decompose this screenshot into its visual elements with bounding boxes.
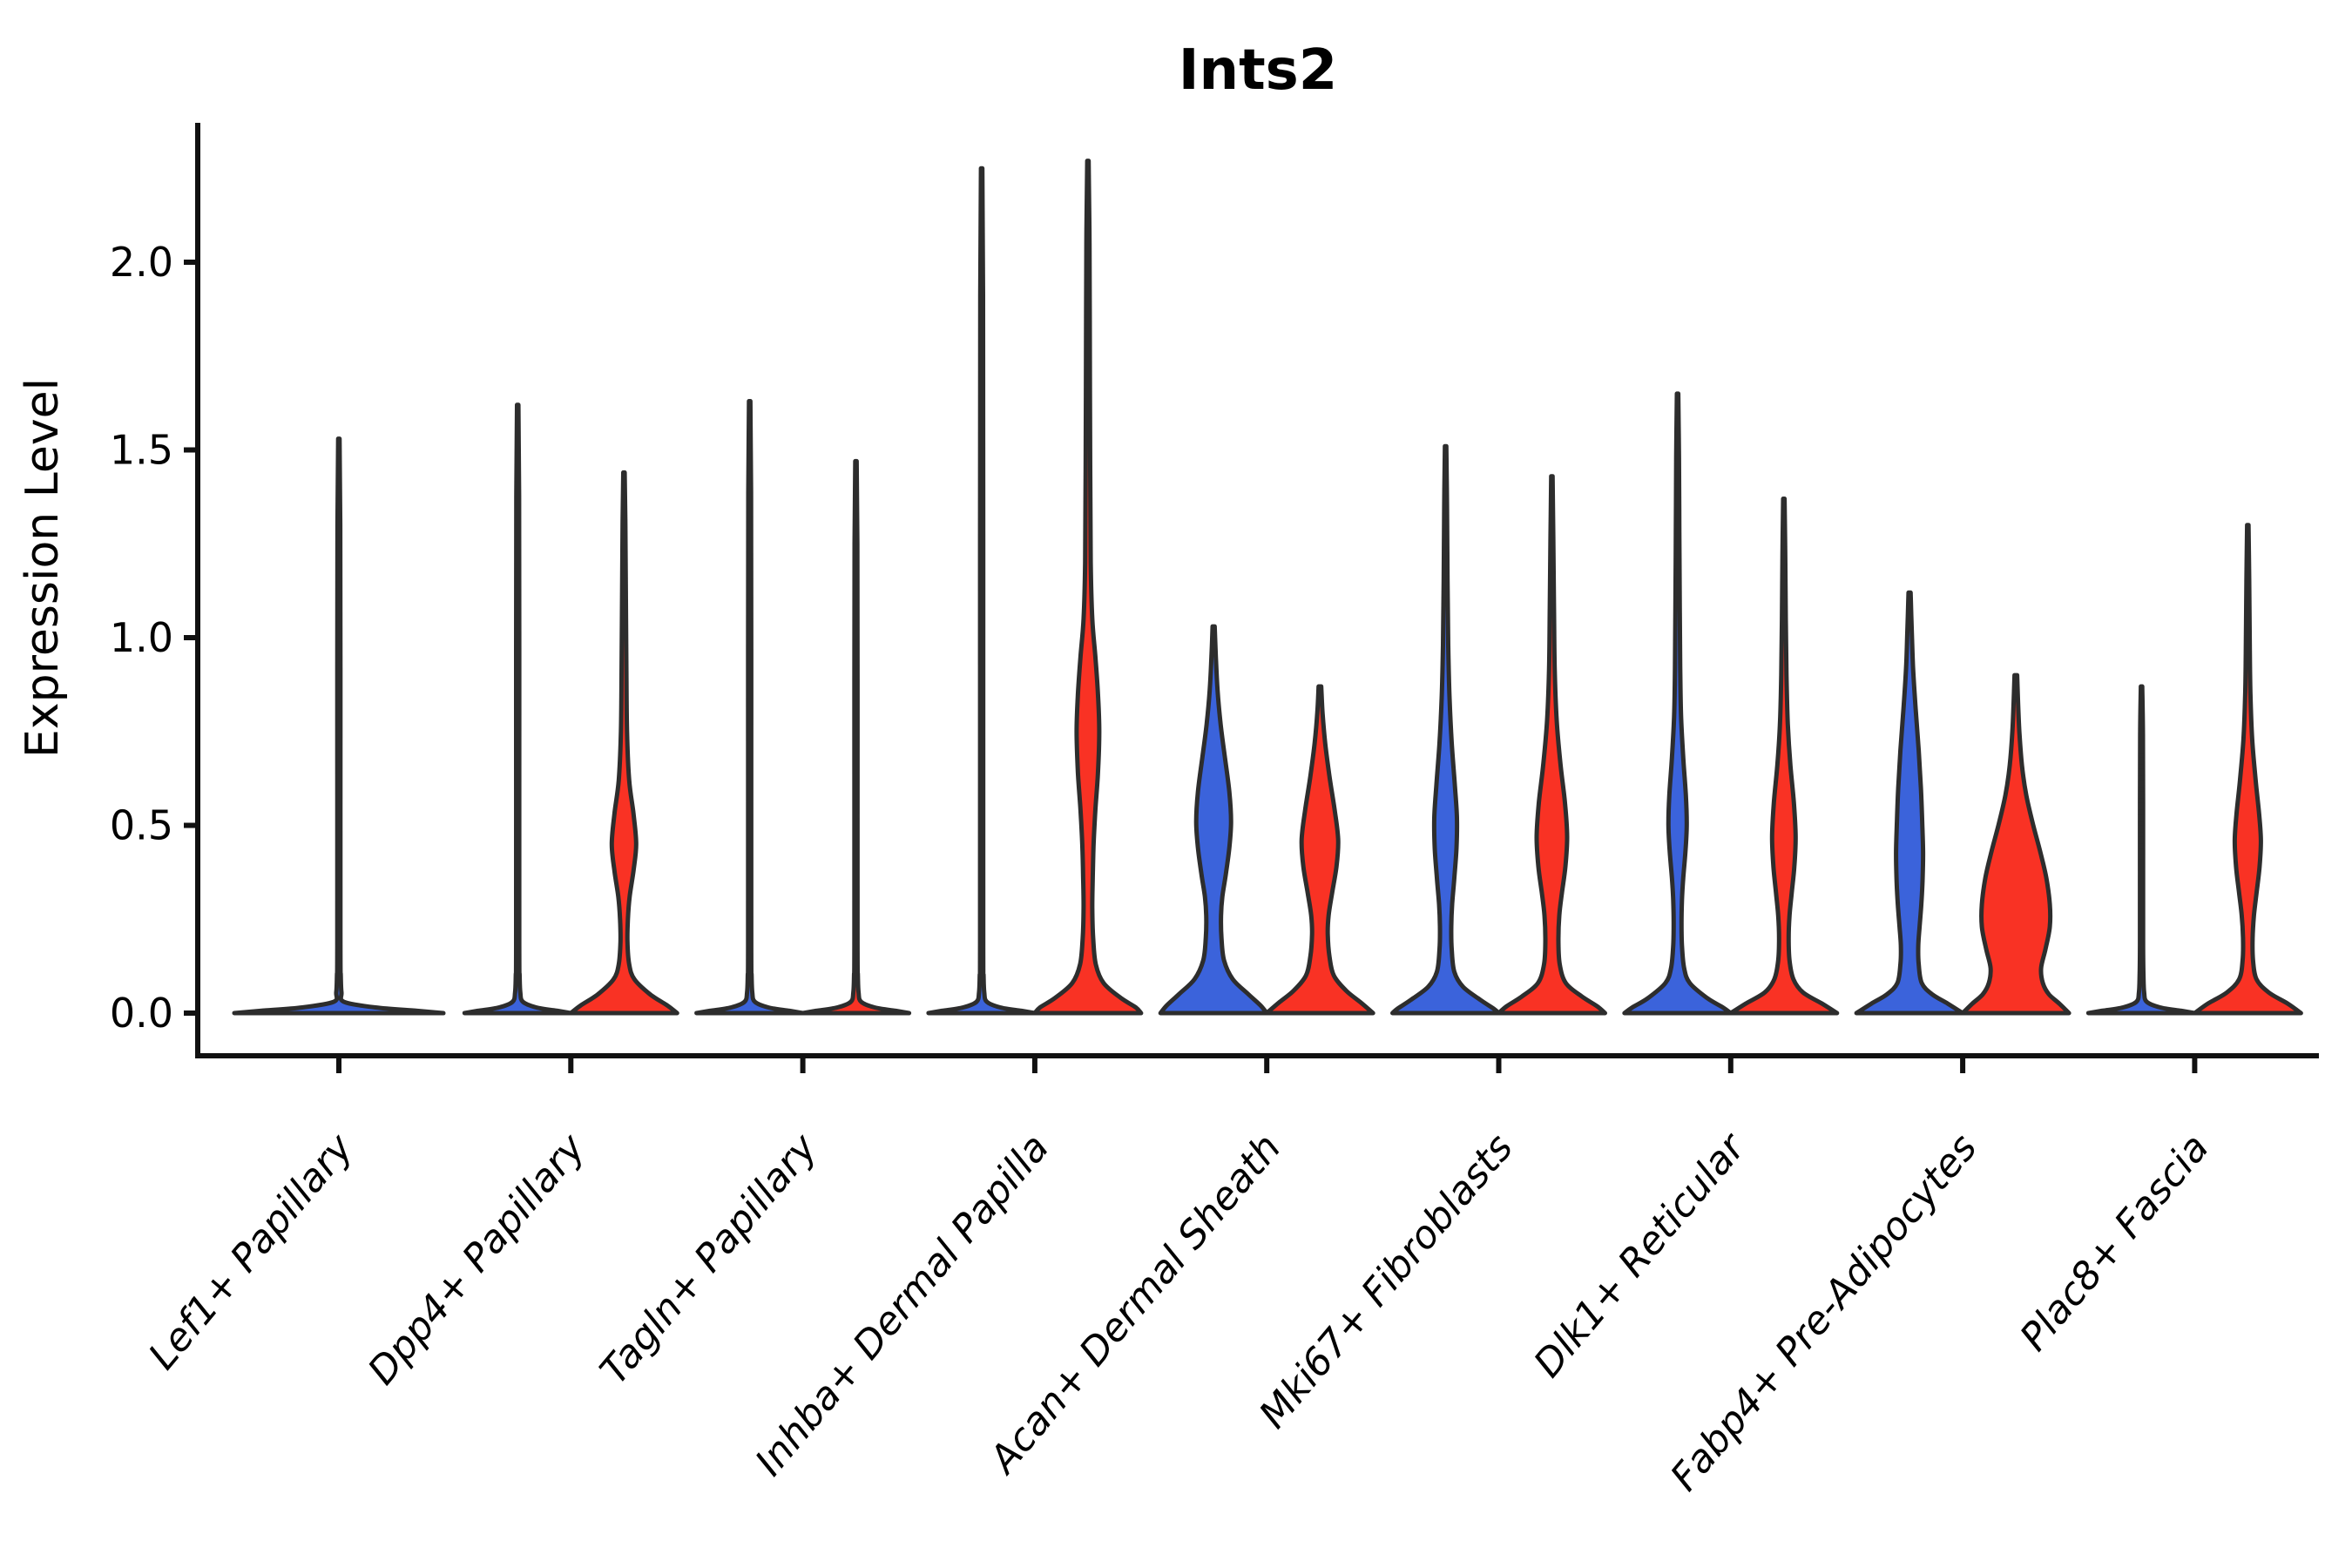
violin-inhba-red: [1032, 159, 1144, 1016]
violin-inhba-blue: [926, 166, 1037, 1016]
violin-mki67-blue: [1390, 443, 1501, 1016]
x-tick-label: Dlk1+ Reticular: [1525, 1124, 1755, 1386]
y-tick-label: 0.0: [110, 990, 173, 1037]
violin-dpp4-red: [568, 470, 679, 1016]
violin-acan-blue: [1158, 624, 1269, 1016]
x-tick-label: Plac8+ Fascia: [2011, 1125, 2218, 1359]
violin-mki67-red: [1497, 474, 1607, 1016]
violin-dlk1-blue: [1622, 391, 1734, 1016]
x-tick-label: Lef1+ Papillary: [140, 1125, 362, 1378]
violin-plac8-red: [2192, 523, 2303, 1016]
y-tick-label: 2.0: [110, 239, 173, 286]
y-tick-label: 1.0: [110, 614, 173, 661]
violin-fabp4-blue: [1854, 590, 1965, 1016]
chart-title: Ints2: [1179, 38, 1338, 103]
violin-tagln-blue: [694, 399, 806, 1016]
violin-fabp4-red: [1960, 672, 2072, 1016]
x-tick-label: Mki67+ Fibroblasts: [1251, 1125, 1522, 1436]
y-axis-title: Expression Level: [17, 378, 69, 758]
violin-tagln-red: [801, 458, 912, 1016]
violin-lef1-blue: [232, 436, 446, 1016]
violins-layer: [232, 159, 2303, 1016]
violin-dpp4-blue: [462, 402, 573, 1016]
violin-dlk1-red: [1728, 497, 1840, 1016]
violin-plac8-blue: [2085, 684, 2197, 1016]
y-tick-label: 0.5: [110, 802, 173, 849]
x-tick-label: Dpp4+ Papillary: [360, 1125, 595, 1394]
x-tick-label: Tagln+ Papillary: [591, 1125, 826, 1393]
violin-acan-red: [1264, 684, 1375, 1016]
y-tick-label: 1.5: [110, 427, 173, 474]
